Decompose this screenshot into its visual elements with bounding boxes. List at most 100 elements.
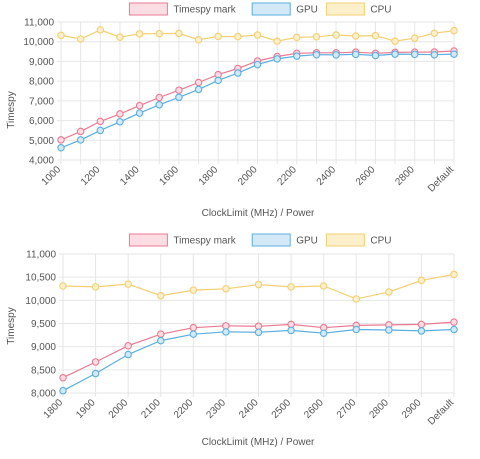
data-point xyxy=(450,318,458,326)
x-tick-label: 2600 xyxy=(354,164,378,188)
legend-label: GPU xyxy=(296,5,318,16)
data-point xyxy=(214,76,222,85)
legend[interactable]: Timespy mark GPU CPU xyxy=(128,2,392,16)
axes: 4,000 5,000 6,000 7,000 8,000 9,000 10,000 11,0… xyxy=(23,18,456,195)
data-point xyxy=(194,78,203,87)
legend-item[interactable]: Timespy mark xyxy=(128,2,237,16)
legend-item[interactable]: GPU xyxy=(251,2,318,16)
data-point xyxy=(91,283,100,291)
x-tick-label: 2900 xyxy=(400,397,424,421)
data-point xyxy=(96,26,105,34)
data-point xyxy=(293,52,301,60)
data-point xyxy=(157,291,165,300)
data-point xyxy=(254,322,263,331)
data-point xyxy=(352,295,360,303)
x-tick-label: 2000 xyxy=(107,397,131,421)
data-point xyxy=(96,117,105,126)
data-point xyxy=(312,33,321,41)
legend-swatch xyxy=(251,2,291,16)
data-point xyxy=(189,286,198,294)
y-tick-label: 10,000 xyxy=(25,296,56,307)
data-point xyxy=(189,330,198,338)
x-tick-label: 2500 xyxy=(270,397,294,421)
data-point xyxy=(253,31,262,39)
data-point xyxy=(222,322,230,330)
data-point xyxy=(157,330,165,338)
data-point xyxy=(319,329,328,337)
data-point xyxy=(124,280,132,288)
x-tick-label: 1800 xyxy=(197,164,221,188)
legend-label: Timespy mark xyxy=(173,5,236,16)
data-point xyxy=(287,320,295,329)
data-point xyxy=(391,50,399,58)
data-point xyxy=(273,55,281,63)
y-tick-label: 6,000 xyxy=(29,116,54,127)
data-point xyxy=(385,288,393,296)
series xyxy=(57,26,458,152)
series xyxy=(59,270,458,395)
x-axis-label: ClockLimit (MHz) / Power xyxy=(202,208,315,219)
y-tick-label: 9,000 xyxy=(29,57,54,68)
data-point xyxy=(96,126,105,135)
y-tick-label: 7,000 xyxy=(29,96,54,107)
timespy-chart-bottom: 8,000 8,500 9,000 9,500 10,000 10,500 11,000 18… xyxy=(6,233,458,448)
data-point xyxy=(287,283,295,291)
data-point xyxy=(351,50,360,59)
legend-swatch xyxy=(325,233,365,247)
data-point xyxy=(450,325,458,334)
data-point xyxy=(59,282,67,290)
data-point xyxy=(175,93,183,102)
data-point xyxy=(410,34,419,42)
data-point xyxy=(332,51,340,59)
data-point xyxy=(253,60,262,69)
data-point xyxy=(175,29,183,38)
data-point xyxy=(157,336,165,345)
legend-item[interactable]: CPU xyxy=(325,233,392,247)
data-point xyxy=(385,326,393,334)
x-tick-label: 1400 xyxy=(118,164,142,188)
legend[interactable]: Timespy mark GPU CPU xyxy=(128,233,392,247)
timespy-chart-top: 4,000 5,000 6,000 7,000 8,000 9,000 10,000 11,0… xyxy=(6,2,458,219)
data-point xyxy=(116,118,124,126)
data-point xyxy=(293,33,301,42)
x-axis-label: ClockLimit (MHz) / Power xyxy=(202,437,315,448)
x-tick-label: 2100 xyxy=(139,397,163,421)
data-point xyxy=(214,32,222,41)
legend-swatch xyxy=(128,233,168,247)
data-point xyxy=(135,109,144,117)
x-tick-label: 1600 xyxy=(158,164,182,188)
legend-label: Timespy mark xyxy=(173,236,236,247)
x-tick-label: 1800 xyxy=(42,397,66,421)
data-point xyxy=(430,50,439,59)
data-point xyxy=(59,373,67,382)
x-tick-label: 2400 xyxy=(237,397,261,421)
axes: 8,000 8,500 9,000 9,500 10,000 10,500 11,000 18… xyxy=(25,250,456,428)
data-point xyxy=(155,29,164,38)
data-point xyxy=(332,31,340,39)
data-point xyxy=(254,328,263,337)
legend-item[interactable]: Timespy mark xyxy=(128,233,237,247)
x-tick-label: 2200 xyxy=(172,397,196,421)
legend-label: CPU xyxy=(370,236,391,247)
legend-item[interactable]: GPU xyxy=(251,233,318,247)
data-point xyxy=(234,32,242,41)
x-tick-label: 2300 xyxy=(205,397,229,421)
x-tick-label: Default xyxy=(426,164,456,194)
legend-item[interactable]: CPU xyxy=(325,2,392,16)
data-point xyxy=(352,325,360,334)
data-point xyxy=(391,37,399,45)
data-point xyxy=(116,33,124,41)
legend-swatch xyxy=(325,2,365,16)
data-point xyxy=(417,320,426,329)
data-point xyxy=(91,369,100,378)
y-axis-label: Timespy xyxy=(6,307,17,344)
data-point xyxy=(450,270,458,279)
y-axis-label: Timespy xyxy=(6,91,17,128)
y-tick-label: 9,000 xyxy=(31,342,56,353)
data-point xyxy=(222,328,230,336)
data-point xyxy=(450,26,458,35)
data-point xyxy=(175,86,183,94)
data-point xyxy=(351,32,360,40)
data-point xyxy=(371,31,380,40)
data-point xyxy=(155,93,164,102)
